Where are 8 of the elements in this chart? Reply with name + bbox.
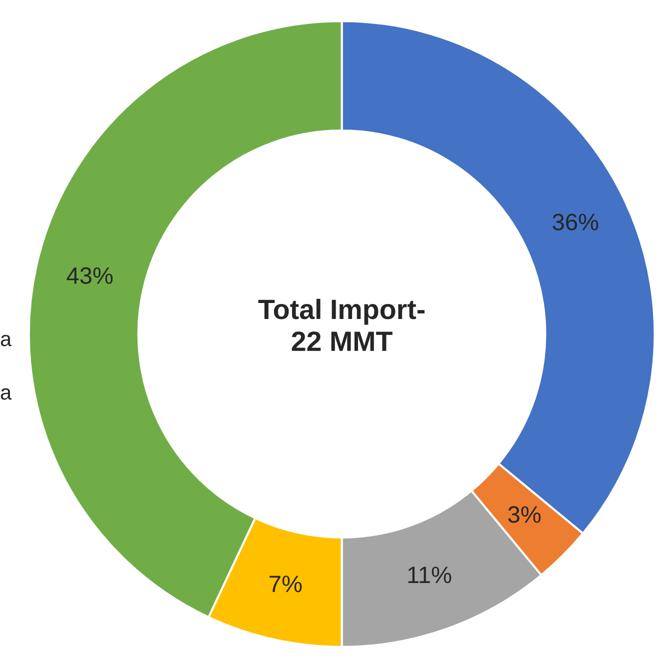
text: a [0,334,12,346]
data-label: 3% [508,506,541,523]
data-label: 11% [408,566,452,584]
text: Total Import- 22 MMT [258,298,425,351]
text: a [0,388,12,400]
data-label: 43% [66,267,113,284]
data-label: 36% [552,214,598,230]
data-label: 7% [270,576,302,592]
